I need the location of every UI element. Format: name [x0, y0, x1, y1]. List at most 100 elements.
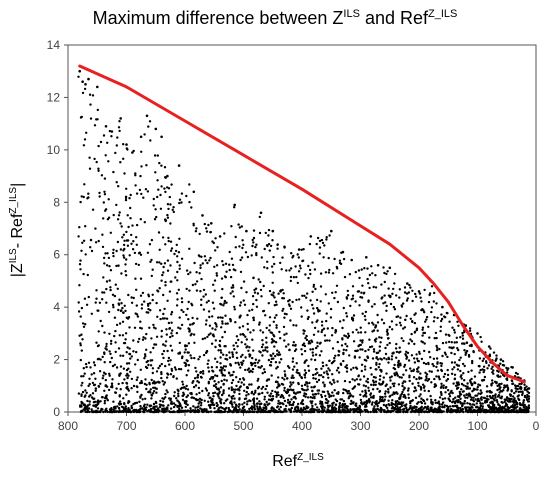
data-point — [172, 405, 176, 409]
data-point — [379, 409, 382, 413]
data-point — [366, 267, 369, 270]
data-point — [430, 370, 433, 373]
data-point — [155, 261, 159, 264]
data-point — [160, 164, 163, 167]
data-point — [255, 298, 258, 302]
data-point — [383, 280, 386, 284]
data-point — [113, 334, 116, 338]
data-point — [213, 391, 217, 394]
data-point — [297, 381, 300, 385]
data-point — [215, 323, 218, 326]
data-point — [111, 378, 114, 381]
data-point — [145, 311, 148, 314]
data-point — [393, 272, 397, 276]
data-point — [361, 390, 364, 393]
data-point — [276, 391, 280, 394]
data-point — [338, 410, 341, 414]
data-point — [335, 392, 339, 395]
data-point — [196, 376, 199, 379]
data-point — [345, 364, 348, 367]
data-point — [363, 358, 366, 362]
data-point — [370, 373, 373, 376]
data-point — [344, 342, 347, 346]
data-point — [327, 256, 330, 260]
data-point — [224, 345, 227, 348]
data-point — [198, 391, 201, 395]
data-point — [243, 401, 246, 404]
data-point — [482, 396, 486, 399]
data-point — [125, 362, 129, 365]
data-point — [234, 407, 238, 410]
data-point — [266, 350, 269, 353]
data-point — [158, 261, 161, 264]
data-point — [82, 239, 86, 242]
data-point — [270, 293, 273, 296]
data-point — [453, 328, 456, 332]
data-point — [363, 408, 366, 412]
data-point — [266, 260, 269, 263]
data-point — [87, 192, 90, 195]
data-point — [298, 264, 302, 267]
data-point — [101, 324, 104, 328]
data-point — [79, 344, 82, 347]
data-point — [113, 294, 117, 298]
data-point — [453, 331, 456, 334]
data-point — [158, 405, 162, 409]
data-point — [342, 352, 345, 356]
data-point — [334, 354, 337, 357]
data-point — [247, 349, 250, 352]
data-point — [114, 329, 117, 333]
data-point — [326, 408, 329, 411]
data-point — [169, 407, 173, 410]
data-point — [132, 296, 135, 300]
data-point — [374, 286, 378, 289]
data-point — [334, 403, 338, 406]
data-point — [306, 388, 309, 391]
data-point — [79, 358, 83, 362]
data-point — [185, 287, 188, 291]
data-point — [216, 246, 219, 249]
data-point — [288, 298, 291, 302]
data-point — [455, 336, 458, 339]
data-point — [490, 383, 493, 386]
data-point — [124, 332, 128, 335]
data-point — [252, 241, 255, 244]
data-point — [498, 404, 501, 407]
data-point — [380, 283, 383, 286]
data-point — [470, 377, 473, 381]
data-point — [90, 408, 93, 411]
data-point — [291, 368, 295, 371]
data-point — [475, 410, 478, 413]
data-point — [420, 340, 423, 343]
data-point — [126, 385, 129, 388]
data-point — [170, 367, 173, 371]
data-point — [506, 386, 510, 389]
data-point — [366, 377, 369, 381]
data-point — [385, 372, 388, 375]
data-point — [129, 206, 132, 210]
data-point — [405, 314, 408, 318]
data-point — [83, 87, 87, 91]
data-point — [249, 369, 252, 373]
data-point — [126, 244, 130, 247]
data-point — [125, 230, 128, 234]
data-point — [130, 404, 133, 408]
data-point — [162, 404, 165, 407]
data-point — [125, 316, 128, 319]
data-point — [391, 292, 394, 295]
data-point — [197, 358, 200, 361]
data-point — [195, 280, 199, 283]
data-point — [279, 401, 282, 405]
data-point — [219, 316, 222, 319]
data-point — [209, 410, 213, 413]
data-point — [288, 304, 291, 308]
data-point — [124, 274, 128, 277]
data-point — [499, 362, 502, 365]
data-point — [461, 408, 465, 411]
data-point — [297, 402, 300, 406]
data-point — [247, 393, 250, 396]
data-point — [414, 312, 417, 315]
data-point — [109, 286, 112, 289]
y-tick-label: 0 — [53, 405, 60, 419]
